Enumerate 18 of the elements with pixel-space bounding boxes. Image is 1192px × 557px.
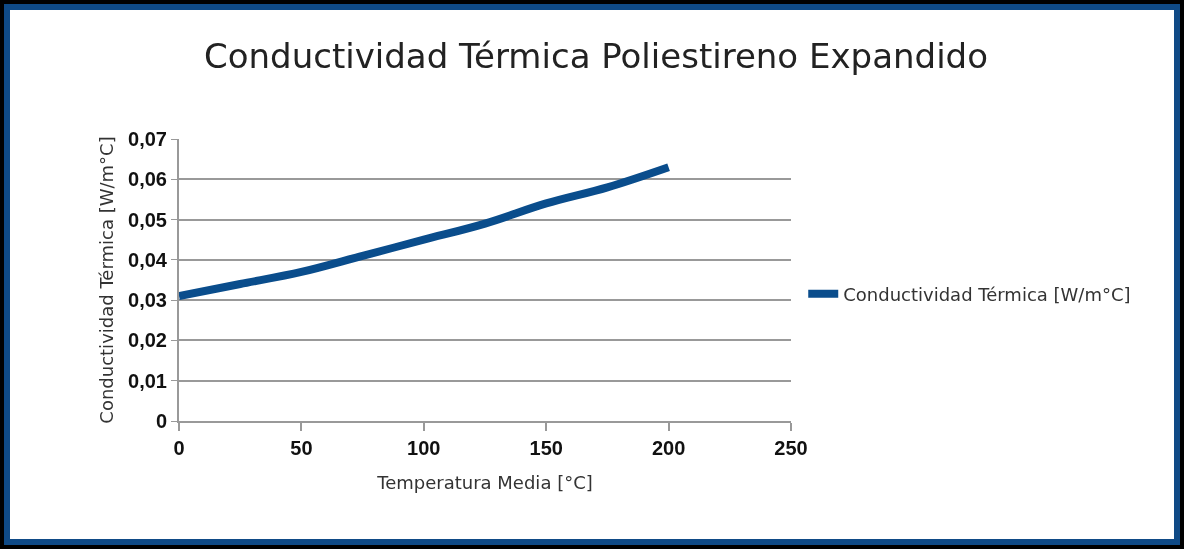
y-tick-label: 0,07 (128, 128, 167, 150)
y-tick-label: 0,01 (128, 369, 167, 392)
y-axis-title: Conductividad Térmica [W/m°C] (95, 136, 117, 424)
x-tick-label: 150 (529, 437, 563, 459)
y-tick-label: 0,05 (128, 208, 167, 231)
y-tick-label: 0 (155, 410, 167, 432)
chart-title: Conductividad Térmica Poliestireno Expandido (204, 36, 988, 77)
y-tick-label: 0,03 (128, 289, 167, 312)
y-tick-label: 0,02 (128, 329, 167, 352)
y-tick-label: 0,04 (128, 248, 168, 271)
legend-label: Conductividad Térmica [W/m°C] (843, 283, 1131, 305)
x-tick-label: 250 (774, 437, 808, 459)
x-tick-label: 50 (290, 437, 313, 459)
y-tick-label: 0,06 (128, 168, 167, 191)
x-tick-label: 100 (407, 437, 441, 459)
x-tick-label: 0 (173, 437, 185, 459)
x-tick-label: 200 (651, 437, 686, 459)
x-axis-title: Temperatura Media [°C] (376, 471, 593, 493)
